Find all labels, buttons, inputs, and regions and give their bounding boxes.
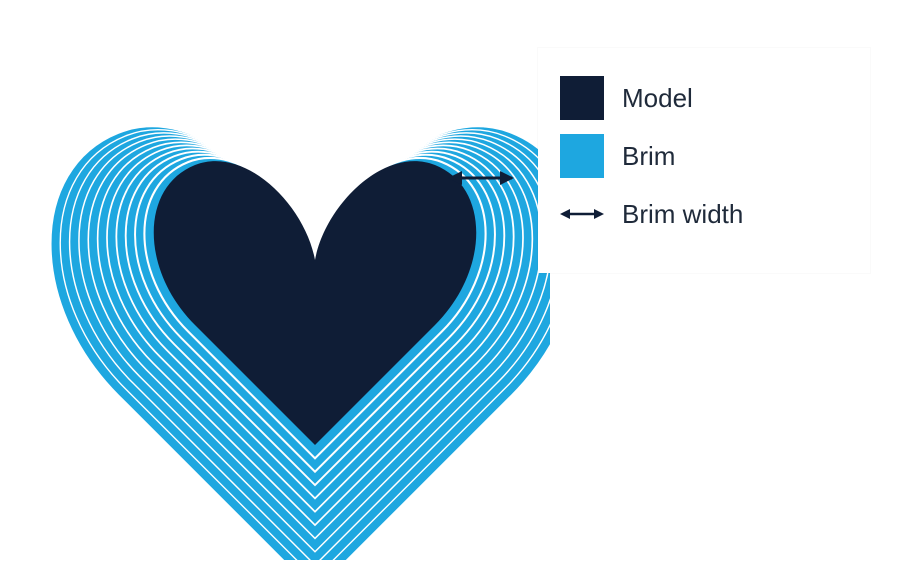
legend-box: Model Brim Brim width: [538, 48, 870, 273]
legend-item-model: Model: [560, 76, 848, 120]
heart-brim-diagram: [30, 0, 550, 565]
diagram-canvas: Model Brim Brim width: [0, 0, 900, 570]
legend-swatch-model: [560, 76, 604, 120]
legend-label-model: Model: [622, 83, 693, 114]
legend-item-brim: Brim: [560, 134, 848, 178]
legend-item-brim-width: Brim width: [560, 192, 848, 236]
legend-label-brim: Brim: [622, 141, 675, 172]
legend-arrow-icon: [560, 192, 604, 236]
legend-label-brim-width: Brim width: [622, 199, 743, 230]
legend-swatch-brim: [560, 134, 604, 178]
